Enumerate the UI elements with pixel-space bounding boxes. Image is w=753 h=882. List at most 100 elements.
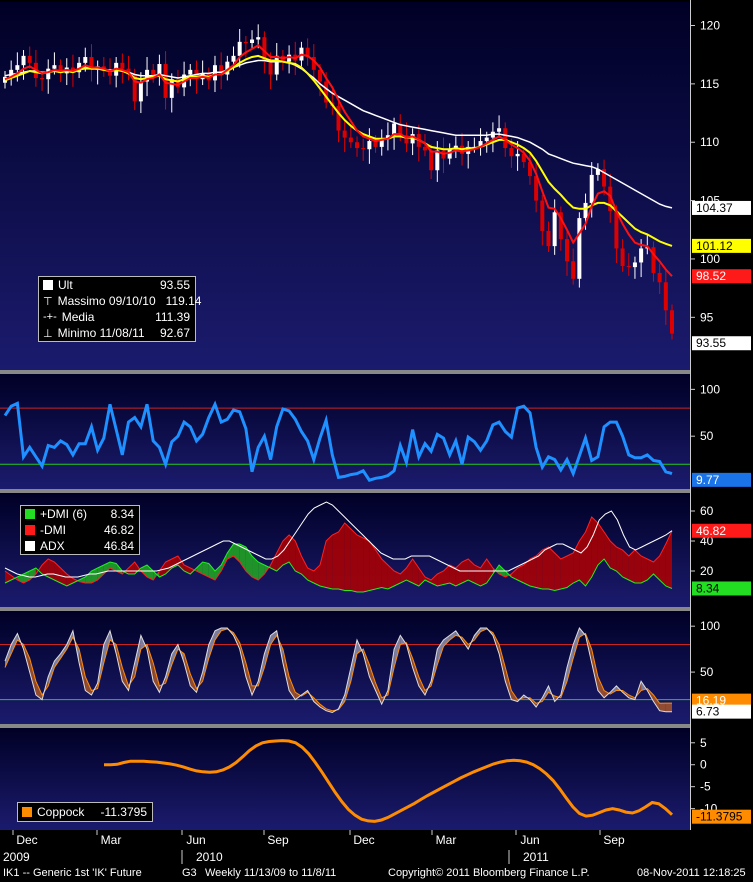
dmi-spread-band	[258, 562, 265, 580]
footer-period: Weekly 11/13/09 to 11/8/11	[205, 867, 337, 879]
dmi-spread-band	[548, 547, 555, 591]
candle-body	[83, 57, 88, 63]
footer-bar: IK1 -- Generic 1st 'IK' Future G3 Weekly…	[0, 865, 753, 882]
price-value-tag	[692, 269, 751, 284]
green-square-icon	[25, 509, 35, 519]
candle-body	[639, 248, 644, 263]
candle-body	[70, 67, 75, 73]
legend-label: ADX	[40, 539, 65, 553]
panel-separator	[0, 489, 753, 493]
candle-body	[287, 54, 292, 62]
stochastic-band	[375, 683, 382, 705]
stochastic-band	[11, 633, 18, 654]
legend-row-last: Ult 93.55	[39, 277, 195, 293]
candle-body	[558, 212, 563, 240]
stochastic-band	[282, 649, 290, 691]
stochastic-band	[394, 635, 401, 668]
dmi-legend: +DMI (6) 8.34 -DMI 46.82 ADX 46.84	[20, 505, 140, 555]
dmi-spread-band	[622, 550, 629, 580]
dmi-spread-band	[276, 541, 283, 571]
dmi-spread-band	[431, 574, 438, 586]
legend-label: -DMI	[40, 523, 66, 537]
dmi-spread-band	[424, 577, 432, 583]
candle-body	[243, 41, 248, 44]
candle-body	[515, 153, 520, 157]
panel-separator	[0, 724, 753, 728]
candle-body	[138, 81, 143, 102]
candle-body	[521, 153, 526, 163]
stochastic-band	[474, 628, 481, 640]
dmi-spread-band	[369, 541, 376, 591]
price-value-tag-label: 101.12	[696, 239, 733, 253]
x-tick-label: Sep	[603, 833, 625, 847]
white-square-icon	[43, 280, 53, 290]
x-tick-label: Dec	[353, 833, 374, 847]
moving-average-red	[4, 44, 673, 277]
legend-value: 93.55	[159, 278, 190, 292]
candle-body	[657, 272, 662, 283]
dmi-spread-band	[659, 544, 666, 586]
price-value-tag-label: 104.37	[696, 201, 733, 215]
dmi-value-tag	[692, 581, 751, 596]
dmi-spread-band	[455, 562, 463, 586]
dmi-spread-band	[326, 535, 333, 589]
stochastic-band	[79, 649, 86, 691]
dmi-spread-band	[474, 565, 481, 586]
dmi-spread-band	[406, 559, 413, 583]
y-tick-label: 115	[700, 77, 719, 91]
legend-row-minus-dmi: -DMI 46.82	[21, 522, 139, 538]
y-tick-label: 100	[700, 252, 720, 266]
candle-body	[429, 150, 434, 171]
y-tick-label: 120	[700, 19, 720, 33]
dmi-spread-band	[233, 544, 240, 562]
candle-body	[478, 141, 483, 147]
candle-body	[373, 141, 378, 147]
candle-body	[663, 282, 668, 311]
candle-body	[157, 64, 162, 77]
panel-separator	[0, 607, 753, 611]
x-tick-label: Jun	[186, 833, 205, 847]
dmi-spread-band	[387, 565, 395, 589]
stochastic-fast-line	[4, 627, 672, 714]
candle-body	[21, 55, 26, 66]
candle-body	[651, 247, 656, 273]
stochastic-band	[60, 644, 67, 659]
candle-body	[565, 239, 570, 262]
dmi-spread-band	[560, 556, 568, 589]
y-tick-label: 50	[700, 665, 714, 679]
candle-body	[392, 123, 397, 136]
candle-body	[497, 128, 502, 132]
stochastic-band	[202, 644, 209, 682]
dmi-spread-band	[628, 550, 635, 583]
dmi-spread-band	[42, 559, 49, 577]
legend-value: 92.67	[159, 326, 190, 340]
candle-body	[317, 69, 322, 82]
stochastic-band	[505, 667, 512, 700]
candle-body	[577, 218, 582, 279]
candle-body	[410, 134, 415, 144]
candle-body	[422, 146, 427, 151]
dmi-spread-band	[480, 559, 487, 586]
y-tick-label: 0	[700, 758, 707, 772]
stochastic-band	[659, 703, 666, 712]
dmi-spread-band	[517, 565, 524, 583]
dmi-spread-band	[196, 562, 203, 574]
y-tick-label: 100	[700, 382, 720, 396]
stochastic-band	[591, 649, 598, 691]
x-axis-background	[0, 830, 753, 865]
legend-row-plus-dmi: +DMI (6) 8.34	[21, 506, 139, 522]
x-year-label: 2011	[523, 850, 549, 864]
candle-body	[163, 64, 168, 98]
dmi-spread-band	[147, 565, 154, 580]
dmi-spread-band	[48, 559, 55, 580]
dmi-spread-band	[344, 523, 351, 591]
candle-body	[151, 69, 156, 77]
stochastic-band	[103, 630, 110, 663]
stochastic-band	[567, 644, 574, 682]
stochastic-slow-line	[4, 628, 672, 712]
price-value-tag	[692, 200, 751, 215]
candle-body	[589, 174, 594, 203]
dmi-value-tag	[692, 523, 751, 538]
candle-body	[348, 137, 353, 143]
candle-body	[614, 211, 619, 249]
